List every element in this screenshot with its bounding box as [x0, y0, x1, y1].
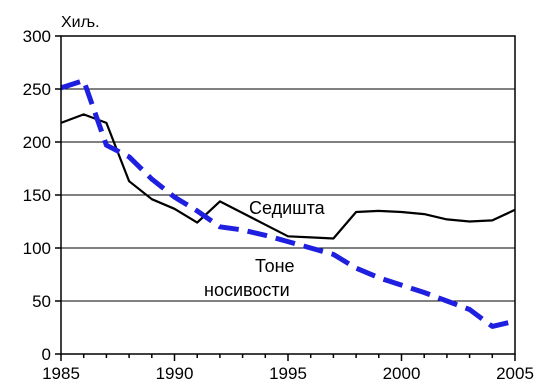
- annotation-tons-line2: носивости: [204, 280, 290, 300]
- y-tick-label: 250: [23, 80, 51, 99]
- y-tick-label: 300: [23, 27, 51, 46]
- series-line-tons: [60, 78, 516, 329]
- annotation-tons-line1: Тоне: [255, 256, 295, 276]
- x-tick-label: 1990: [156, 364, 194, 383]
- annotation-seats: Седишта: [249, 198, 326, 218]
- grid-lines: [61, 88, 515, 302]
- x-tick-label: 2000: [383, 364, 421, 383]
- x-tick-label: 2005: [496, 364, 534, 383]
- y-unit-label: Хиљ.: [61, 14, 100, 31]
- series-line-seats: [60, 113, 516, 240]
- series-layer: [60, 78, 516, 329]
- y-tick-label: 100: [23, 239, 51, 258]
- y-tick-label: 50: [32, 292, 51, 311]
- y-tick-label: 0: [42, 345, 51, 364]
- axis-ticks: [55, 35, 516, 361]
- y-tick-label: 200: [23, 133, 51, 152]
- x-tick-label: 1995: [269, 364, 307, 383]
- x-tick-label: 1985: [42, 364, 80, 383]
- tick-labels: 0 50 100 150 200 250 300 1985 1990 1995 2000 2005: [23, 27, 534, 383]
- y-tick-label: 150: [23, 186, 51, 205]
